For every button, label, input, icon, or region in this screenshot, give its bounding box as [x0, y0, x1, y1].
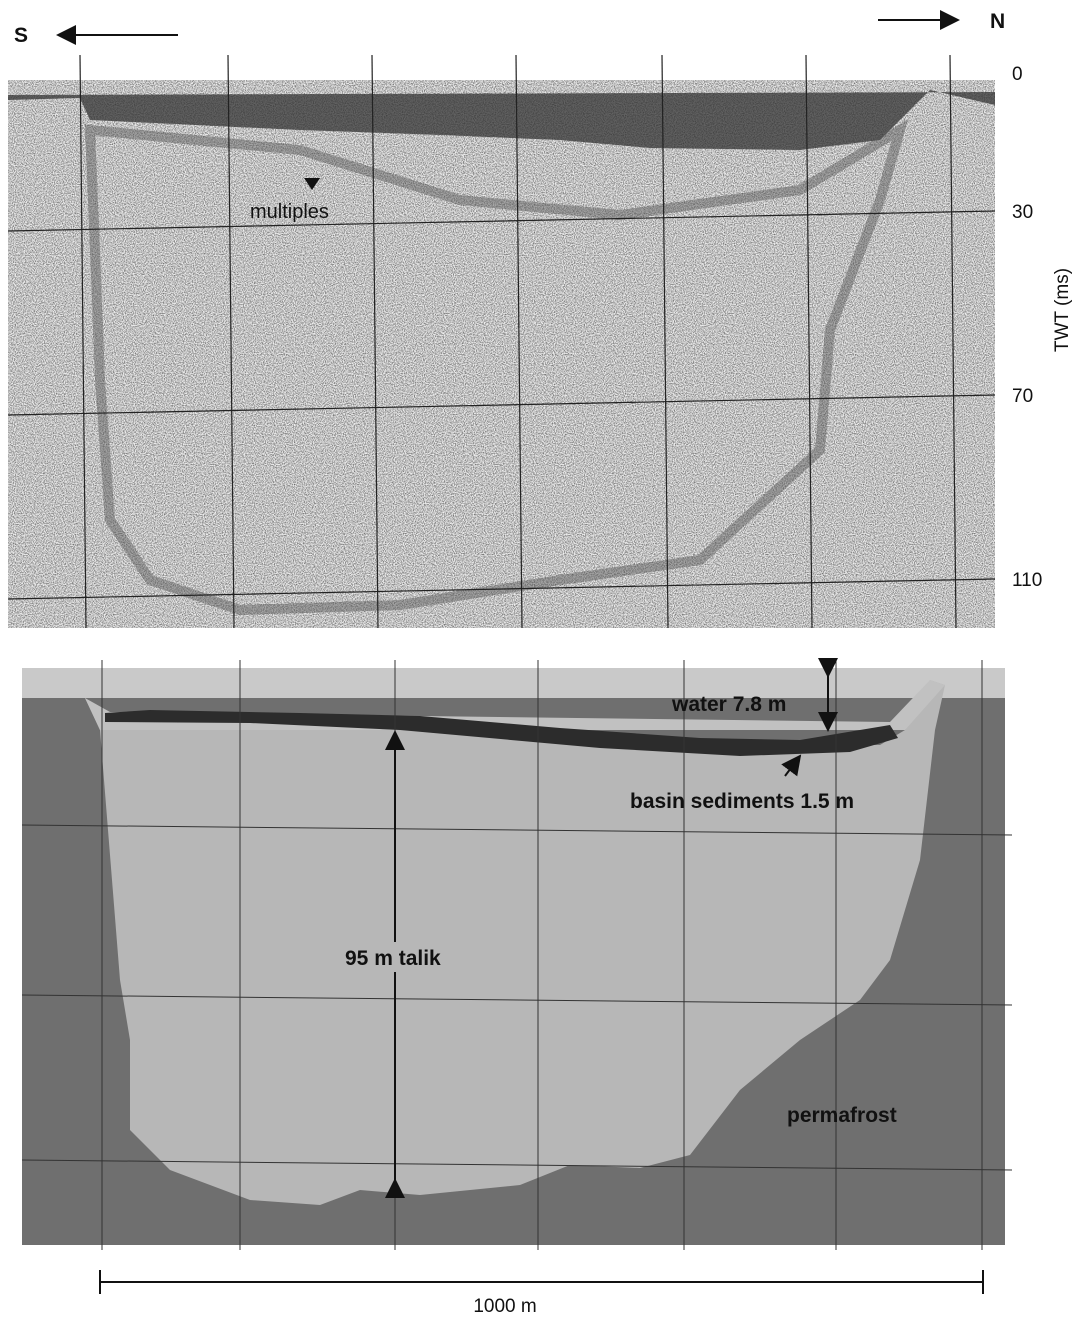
grid-line — [805, 54, 813, 629]
vertical-grid — [79, 54, 957, 629]
grid-line — [7, 578, 996, 600]
twt-axis: 0 30 70 110 — [7, 64, 1042, 600]
grid-line — [661, 54, 669, 629]
north-label: N — [990, 10, 1005, 33]
south-label: S — [14, 24, 28, 47]
grid-line — [371, 54, 379, 629]
sediment-pointer — [781, 754, 802, 777]
grid-line — [21, 994, 1013, 1006]
surface — [22, 668, 1005, 698]
grid-line — [79, 54, 87, 629]
grid-line — [227, 54, 235, 629]
talik-label-bg — [340, 942, 470, 972]
basin-sediments — [105, 710, 898, 756]
permafrost-label: permafrost — [787, 1104, 897, 1127]
scale-label: 1000 m — [473, 1296, 536, 1317]
grid-line — [21, 1159, 1013, 1171]
grid-line — [515, 54, 523, 629]
water-label: water 7.8 m — [671, 693, 786, 716]
tick-label: 0 — [1012, 64, 1023, 85]
multiples-pointer — [304, 178, 320, 190]
tick-label: 110 — [1012, 570, 1042, 591]
grid-line — [7, 210, 996, 232]
talik-label: 95 m talik — [345, 947, 441, 970]
grid-line — [21, 824, 1013, 836]
tick-label: 70 — [1012, 386, 1033, 407]
sediments-label: basin sediments 1.5 m — [630, 790, 854, 813]
seismic-panel: multiples 0 30 70 110 TWT (ms) — [7, 54, 1073, 629]
multiples-label: multiples — [250, 201, 329, 223]
water-bottom-reflector — [8, 90, 995, 150]
axis-label: TWT (ms) — [1052, 268, 1073, 352]
interpretation-panel: water 7.8 m basin sediments 1.5 m 95 m t… — [21, 658, 1013, 1250]
seismic-noise — [8, 80, 995, 628]
grid-line — [949, 54, 957, 629]
grid-line — [7, 394, 996, 416]
scale-bar: 1000 m — [99, 1270, 984, 1317]
interpretation-grid — [21, 660, 1013, 1250]
talik-area — [85, 680, 945, 1205]
tick-label: 30 — [1012, 202, 1033, 223]
basin-reflector — [84, 119, 909, 616]
